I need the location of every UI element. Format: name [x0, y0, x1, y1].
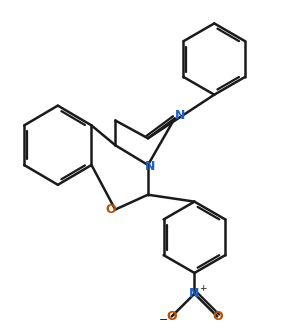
Text: −: − [159, 315, 168, 325]
Text: O: O [212, 310, 222, 323]
Text: O: O [105, 203, 116, 216]
Text: N: N [189, 287, 200, 300]
Text: N: N [145, 161, 155, 173]
Text: N: N [175, 109, 185, 122]
Text: +: + [199, 284, 206, 293]
Text: O: O [166, 310, 177, 323]
